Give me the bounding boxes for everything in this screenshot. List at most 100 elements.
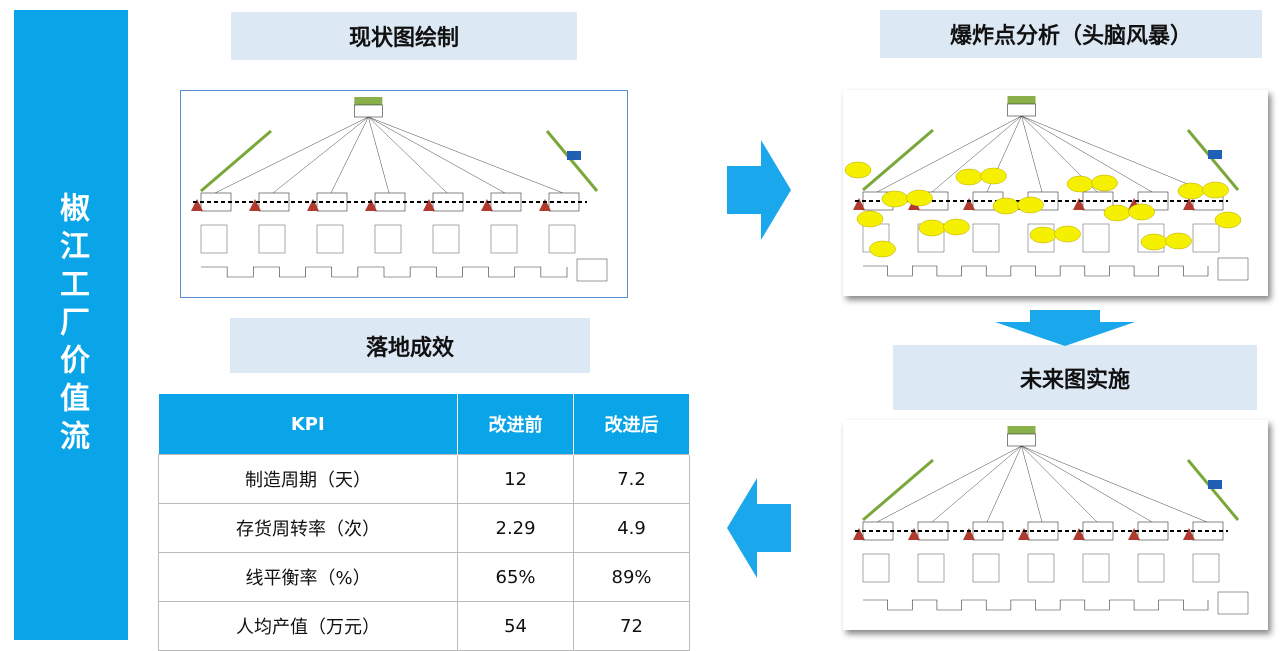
sketch	[1183, 528, 1195, 540]
sketch	[1021, 115, 1208, 193]
sketch	[368, 116, 564, 194]
sketch	[992, 197, 1020, 215]
sketch	[330, 116, 369, 194]
header-cell: 改进前	[457, 394, 575, 455]
sketch	[918, 219, 946, 237]
table-cell: 72	[573, 601, 690, 651]
sketch	[1177, 182, 1205, 200]
sketch	[906, 189, 933, 207]
sketch	[354, 97, 383, 105]
sketch	[368, 116, 506, 194]
table-row: 存货周转率（次） 2.29 4.9	[157, 503, 690, 553]
sketch	[545, 130, 599, 192]
sketch	[1021, 445, 1153, 523]
table-header: KPI 改进前 改进后	[158, 394, 690, 455]
sketch	[980, 167, 1007, 185]
sketch	[1217, 591, 1249, 615]
section-title: 落地成效	[230, 318, 590, 373]
table-cell: 线平衡率（%）	[157, 552, 459, 602]
sketch	[1021, 445, 1098, 523]
sketch	[986, 445, 1022, 523]
sketch	[214, 116, 369, 194]
sketch	[1027, 553, 1055, 583]
sketch	[1007, 96, 1036, 104]
sketch	[853, 198, 865, 210]
sketch	[863, 265, 1209, 277]
table-cell: 7.2	[573, 454, 690, 504]
sketch	[548, 224, 576, 254]
arrow-right	[727, 140, 791, 240]
sketch	[1192, 223, 1220, 253]
header-cell: 改进后	[573, 394, 690, 455]
sketch	[481, 199, 493, 211]
sketch	[258, 224, 286, 254]
sketch	[955, 168, 983, 186]
sketch	[943, 218, 970, 236]
table-cell: 12	[457, 454, 575, 504]
sketch	[862, 553, 890, 583]
sketch	[853, 528, 865, 540]
sketch	[1054, 225, 1081, 243]
sketch	[200, 224, 228, 254]
table-cell: 89%	[573, 552, 690, 602]
sketch	[1082, 223, 1110, 253]
sketch	[432, 224, 460, 254]
table-row: 线平衡率（%） 65% 89%	[157, 552, 690, 602]
sketch	[1073, 198, 1085, 210]
sketch	[191, 199, 203, 211]
sketch	[869, 240, 896, 258]
current-state-map	[180, 90, 628, 298]
sketch	[1128, 203, 1155, 221]
sketch	[490, 224, 518, 254]
sketch	[200, 129, 272, 193]
kpi-table: KPI 改进前 改进后 制造周期（天） 12 7.2 存货周转率（次） 2.29 4.9 线平衡…	[157, 394, 690, 651]
arrow-down	[995, 310, 1135, 346]
sketch	[539, 199, 551, 211]
sketch	[1202, 181, 1229, 199]
sketch	[365, 199, 377, 211]
sketch	[1082, 553, 1110, 583]
table-cell: 65%	[457, 552, 575, 602]
future-state-map	[843, 420, 1268, 630]
sketch	[1140, 233, 1168, 251]
sketch	[863, 599, 1209, 611]
sketch	[1007, 433, 1036, 447]
sketch	[908, 528, 920, 540]
sketch	[368, 116, 448, 194]
sketch	[567, 151, 581, 160]
sketch	[374, 224, 402, 254]
sketch	[423, 199, 435, 211]
sketch	[1021, 445, 1208, 523]
sketch	[931, 115, 1022, 193]
explosion-map	[843, 90, 1268, 296]
sidebar: 椒江工厂价值流	[14, 10, 128, 640]
sketch	[963, 528, 975, 540]
sketch	[1165, 232, 1192, 250]
sketch	[881, 190, 909, 208]
sketch	[862, 128, 934, 192]
table-cell: 4.9	[573, 503, 690, 553]
sketch	[1137, 553, 1165, 583]
sketch	[1073, 528, 1085, 540]
sketch	[576, 258, 608, 282]
table-row: 制造周期（天） 12 7.2	[157, 454, 690, 504]
sketch	[1186, 129, 1240, 191]
sketch	[1217, 257, 1249, 281]
sketch	[917, 553, 945, 583]
sketch	[856, 210, 884, 228]
sketch	[1021, 115, 1043, 193]
header-cell: KPI	[158, 394, 459, 455]
sketch	[931, 445, 1022, 523]
table-cell: 2.29	[457, 503, 575, 553]
section-title: 现状图绘制	[231, 12, 577, 60]
sketch	[1186, 459, 1240, 521]
table-cell: 存货周转率（次）	[157, 503, 459, 553]
table-cell: 制造周期（天）	[157, 454, 459, 504]
sketch	[972, 553, 1000, 583]
sketch	[963, 198, 975, 210]
sketch	[201, 266, 568, 278]
sketch	[1021, 115, 1153, 193]
sketch	[368, 116, 390, 194]
sketch	[1128, 528, 1140, 540]
